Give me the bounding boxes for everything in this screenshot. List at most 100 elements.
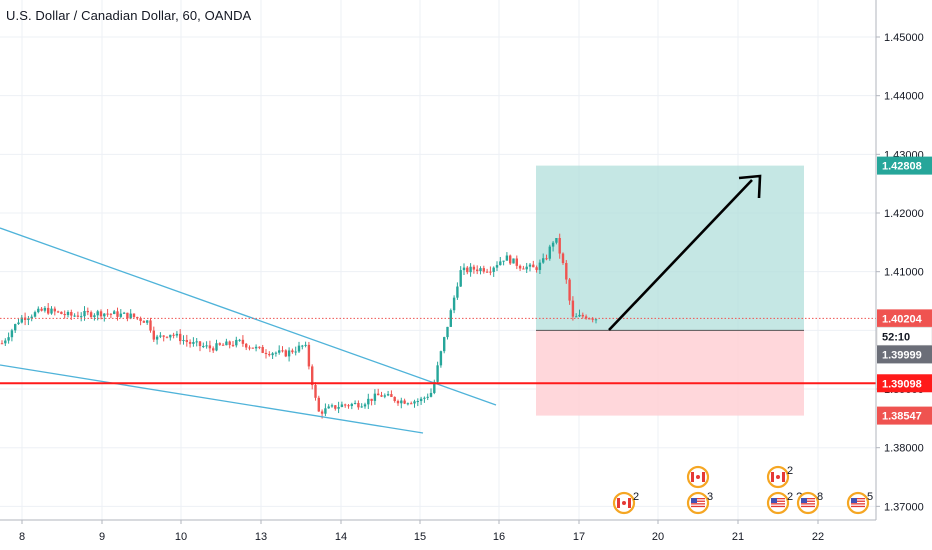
candle-body <box>518 265 522 269</box>
candle-body <box>208 345 212 349</box>
flag-stripe <box>801 498 815 500</box>
candle-body <box>165 336 169 338</box>
candle-body <box>258 346 261 348</box>
candle-body <box>561 253 565 264</box>
price-tick-label: 1.45000 <box>884 32 924 44</box>
candle-body <box>218 343 221 345</box>
candle-body <box>548 246 551 259</box>
us-flag-icon[interactable]: 3 <box>686 491 713 515</box>
candle-body <box>80 316 83 318</box>
flag-stripe <box>801 503 815 505</box>
candle-body <box>103 313 106 317</box>
candle-body <box>14 324 17 331</box>
time-tick-label: 13 <box>255 531 267 543</box>
candle-body <box>555 238 558 243</box>
candle-body <box>502 260 505 262</box>
time-tick-label: 14 <box>335 531 347 543</box>
candle-body <box>109 313 113 315</box>
candle-body <box>152 330 155 340</box>
candle-body <box>182 340 185 342</box>
candle-body <box>254 346 258 349</box>
projection-arrow-line[interactable] <box>608 179 753 331</box>
event-count: 3 <box>707 491 713 503</box>
candle-body <box>449 310 452 327</box>
us-flag-icon[interactable]: 8 <box>796 491 823 515</box>
candle-body <box>185 340 188 342</box>
candle-body <box>307 344 311 367</box>
canada-flag-icon[interactable]: 2 <box>612 491 639 515</box>
candle-body <box>53 308 56 312</box>
candle-body <box>492 267 495 272</box>
candle-body <box>192 342 195 344</box>
candle-body <box>472 266 476 270</box>
candle-body <box>205 345 208 347</box>
flag-canton <box>691 498 697 503</box>
price-axis-bg <box>876 0 932 550</box>
upper-trendline[interactable] <box>0 227 497 406</box>
candle-body <box>433 381 436 393</box>
candle-body <box>264 352 268 355</box>
flag-stripe <box>691 500 705 502</box>
candle-body <box>370 398 373 401</box>
candle-body <box>89 312 93 317</box>
candle-body <box>132 313 136 318</box>
candle-body <box>578 314 581 317</box>
candle-body <box>350 403 353 407</box>
countdown-label: 52:10 <box>882 331 910 343</box>
candle-body <box>581 314 584 317</box>
canada-flag-icon[interactable] <box>686 465 710 489</box>
candle-body <box>459 270 462 287</box>
candle-body <box>287 350 291 357</box>
candle-body <box>238 339 241 341</box>
candle-body <box>588 318 591 320</box>
price-tick-label: 1.38000 <box>884 443 924 455</box>
candle-body <box>452 297 456 311</box>
candle-body <box>149 320 152 331</box>
candle-body <box>231 344 235 346</box>
flag-stripe <box>851 505 865 508</box>
support-price-label-bg <box>877 374 932 393</box>
candle-body <box>251 347 254 349</box>
candle-body <box>551 242 555 247</box>
candle-body <box>284 350 287 357</box>
time-tick-label: 10 <box>175 531 187 543</box>
candle-body <box>489 271 492 273</box>
candle-body <box>479 268 482 272</box>
flag-stripe <box>771 505 785 508</box>
target-price-label-bg <box>877 156 932 175</box>
candle-body <box>99 311 103 317</box>
candle-body <box>512 258 515 264</box>
candle-body <box>113 311 116 315</box>
candle-body <box>228 341 231 345</box>
canada-flag-icon[interactable]: 2 <box>766 465 793 489</box>
candle-body <box>172 334 175 336</box>
time-tick-label: 9 <box>99 531 105 543</box>
candle-body <box>446 326 449 338</box>
candle-body <box>198 341 202 347</box>
candle-body <box>443 337 446 352</box>
candle-body <box>301 345 304 347</box>
candle-body <box>195 341 198 343</box>
candle-body <box>334 405 337 409</box>
time-axis-bg <box>0 520 932 550</box>
candle-body <box>538 262 542 270</box>
candle-body <box>466 267 469 273</box>
candle-body <box>522 268 525 270</box>
candle-body <box>311 366 314 386</box>
candle-body <box>525 266 528 270</box>
candle-body <box>528 264 532 267</box>
stop-zone[interactable] <box>536 330 804 416</box>
target-zone[interactable] <box>536 165 804 331</box>
candle-body <box>50 308 53 314</box>
flag-canton <box>771 498 777 503</box>
us-flag-icon[interactable]: 5 ? <box>846 491 882 515</box>
candle-body <box>426 396 429 398</box>
event-count: 2 <box>633 491 639 503</box>
stop-price-label: 1.38547 <box>882 411 922 423</box>
candle-body <box>155 336 159 340</box>
lower-trendline[interactable] <box>0 364 424 434</box>
entry-price-label-bg <box>877 345 932 364</box>
candle-body <box>469 266 472 273</box>
